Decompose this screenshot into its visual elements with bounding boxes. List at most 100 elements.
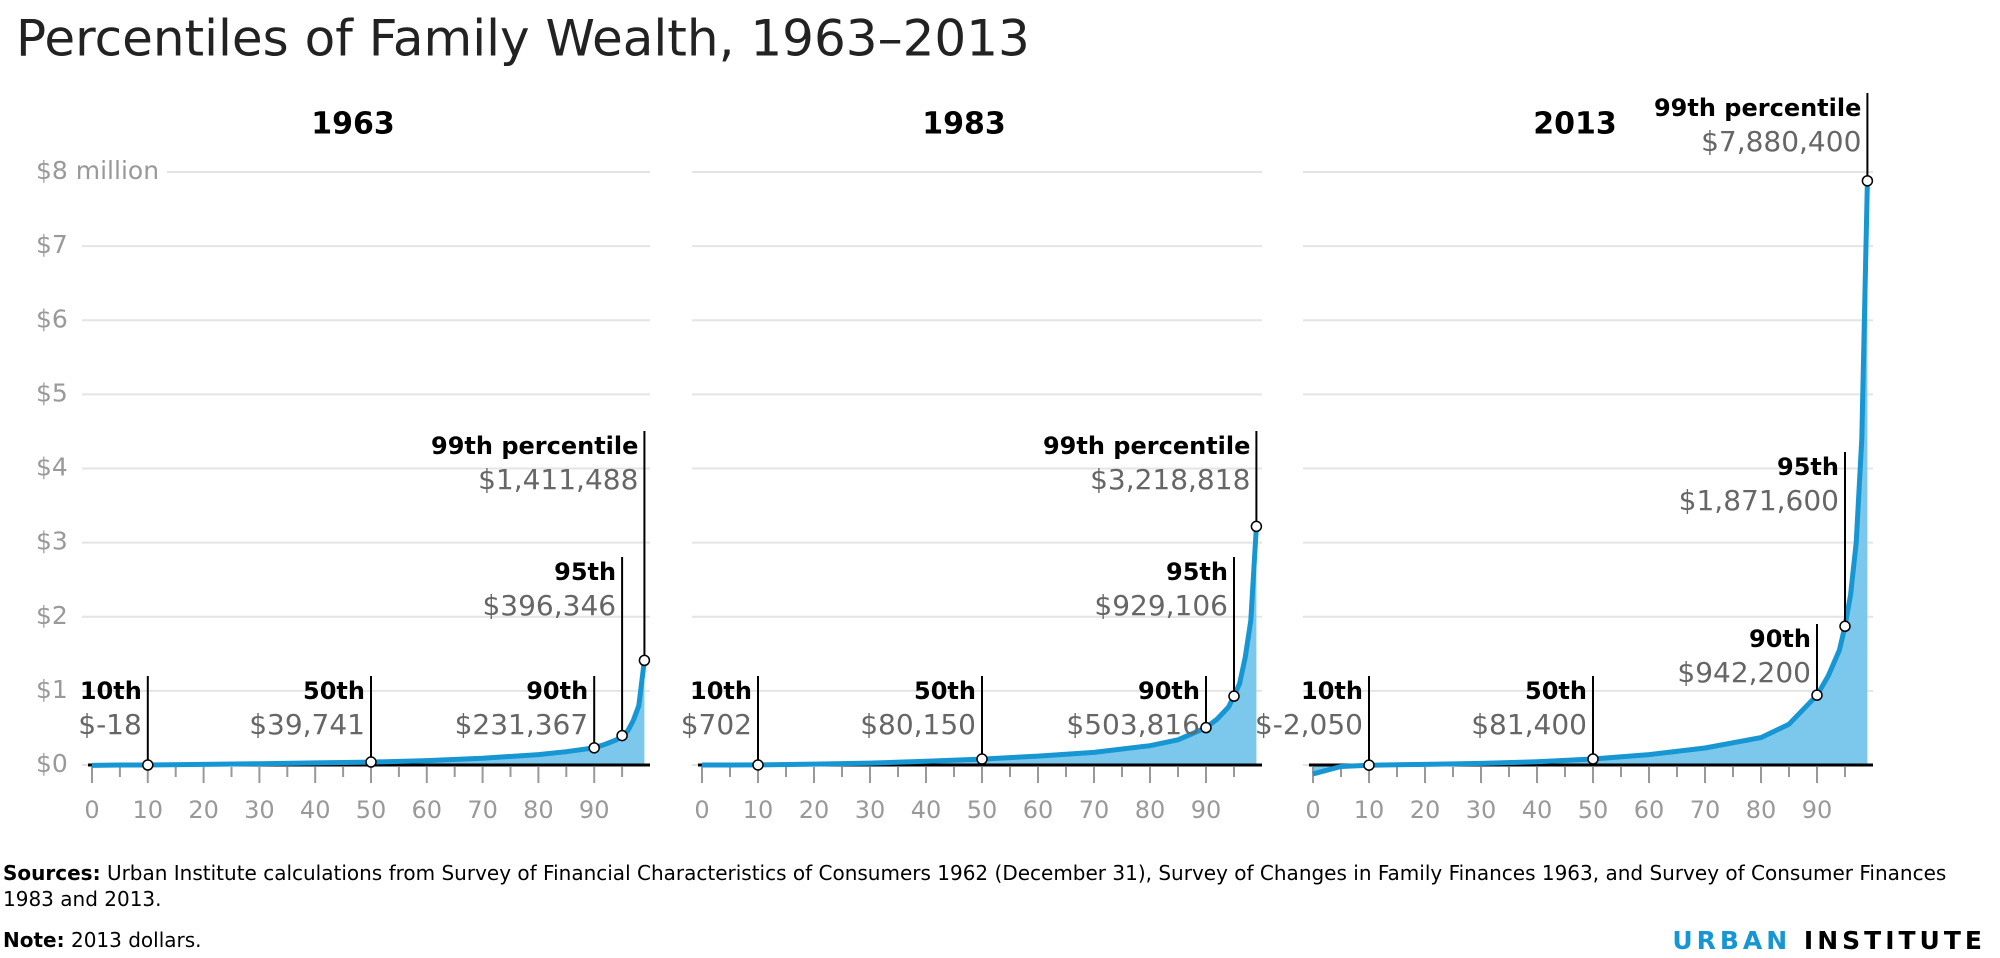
- point-label: 90th: [1749, 625, 1811, 653]
- y-tick-label: $4: [36, 453, 68, 482]
- y-tick-label: $0: [36, 749, 68, 778]
- value-label: $702: [681, 708, 752, 741]
- x-tick-label: 0: [694, 796, 709, 824]
- x-tick-label: 40: [300, 796, 331, 824]
- sources-label: Sources:: [3, 861, 101, 885]
- x-tick-label: 10: [133, 796, 164, 824]
- value-label: $81,400: [1471, 708, 1587, 741]
- point: [1228, 690, 1240, 702]
- x-tick-label: 70: [467, 796, 498, 824]
- point: [1200, 721, 1212, 734]
- x-tick-label: 80: [1746, 796, 1777, 824]
- note-text: 2013 dollars.: [70, 928, 202, 952]
- y-tick-label: $7: [36, 230, 68, 259]
- value-label: $80,150: [860, 708, 976, 741]
- x-tick-label: 40: [911, 796, 942, 824]
- point: [365, 756, 377, 768]
- point: [976, 753, 988, 765]
- x-tick-label: 10: [1354, 796, 1385, 824]
- x-tick-label: 30: [855, 796, 886, 824]
- point-label: 10th: [1301, 677, 1363, 705]
- x-tick-label: 90: [1191, 796, 1222, 824]
- x-tick-label: 80: [523, 796, 554, 824]
- point-label: 99th percentile: [431, 432, 638, 460]
- x-tick-label: 90: [579, 796, 610, 824]
- point: [1363, 759, 1375, 771]
- point-label: 95th: [1166, 558, 1228, 586]
- point-label: 50th: [1525, 677, 1587, 705]
- x-tick-label: 60: [1023, 796, 1054, 824]
- value-label: $1,411,488: [478, 463, 638, 496]
- point-label: 10th: [80, 677, 142, 705]
- value-label: $-2,050: [1255, 708, 1363, 741]
- point-label: 50th: [914, 677, 976, 705]
- point-label: 50th: [303, 677, 365, 705]
- value-label: $231,367: [455, 708, 589, 741]
- x-tick-label: 0: [84, 796, 99, 824]
- area: [1313, 180, 1868, 774]
- x-tick-label: 70: [1690, 796, 1721, 824]
- value-label: $503,816: [1066, 708, 1200, 741]
- point-label: 99th percentile: [1043, 432, 1250, 460]
- point: [638, 654, 651, 667]
- value-label: $7,880,400: [1701, 125, 1861, 158]
- point-label: 99th percentile: [1654, 94, 1861, 122]
- y-tick-label: $1: [36, 675, 68, 704]
- chart: Percentiles of Family Wealth, 1963–2013 …: [16, 10, 1874, 824]
- y-tick-label: $3: [36, 527, 68, 556]
- line: [1312, 180, 1870, 777]
- y-tick-label: $6: [36, 304, 68, 333]
- note: Note: 2013 dollars.: [3, 927, 202, 953]
- panel-title: 1963: [311, 107, 395, 142]
- point: [1811, 689, 1823, 701]
- x-tick-label: 30: [1466, 796, 1497, 824]
- x-tick-label: 50: [1578, 796, 1609, 824]
- x-tick-label: 40: [1522, 796, 1553, 824]
- area: [702, 526, 1257, 765]
- value-label: $39,741: [249, 708, 365, 741]
- point: [142, 759, 154, 771]
- point: [588, 742, 600, 754]
- x-tick-label: 20: [1410, 796, 1441, 824]
- point-label: 95th: [554, 558, 616, 586]
- x-tick-label: 0: [1305, 796, 1320, 824]
- point: [1250, 520, 1263, 533]
- value-label: $396,346: [482, 589, 616, 622]
- value-label: $929,106: [1094, 589, 1228, 622]
- point: [1839, 620, 1851, 633]
- value-label: $942,200: [1677, 656, 1811, 689]
- point-label: 10th: [690, 677, 752, 705]
- x-tick-label: 30: [244, 796, 275, 824]
- point: [616, 729, 628, 742]
- value-label: $1,871,600: [1679, 484, 1839, 517]
- note-label: Note:: [3, 928, 65, 952]
- x-tick-label: 50: [356, 796, 387, 824]
- brand-first: URBAN: [1672, 926, 1792, 955]
- brand: URBAN INSTITUTE: [1672, 926, 1986, 955]
- panel-title: 1983: [922, 107, 1006, 142]
- panel-title: 2013: [1533, 107, 1617, 142]
- value-label: $3,218,818: [1090, 463, 1250, 496]
- point-label: 95th: [1777, 453, 1839, 481]
- point: [1587, 753, 1599, 765]
- value-label: $-18: [78, 708, 142, 741]
- x-tick-label: 90: [1802, 796, 1833, 824]
- y-tick-label: $8 million: [36, 156, 159, 185]
- x-tick-label: 20: [799, 796, 830, 824]
- x-tick-label: 70: [1079, 796, 1110, 824]
- x-tick-label: 60: [1634, 796, 1665, 824]
- x-tick-label: 10: [743, 796, 774, 824]
- sources: Sources: Urban Institute calculations fr…: [3, 860, 1993, 912]
- point-label: 90th: [526, 677, 588, 705]
- line: [91, 660, 647, 768]
- point: [1861, 175, 1874, 187]
- x-tick-label: 50: [967, 796, 998, 824]
- y-tick-label: $2: [36, 601, 68, 630]
- point: [752, 759, 764, 771]
- x-tick-label: 60: [412, 796, 443, 824]
- sources-text: Urban Institute calculations from Survey…: [3, 861, 1947, 911]
- x-tick-label: 80: [1135, 796, 1166, 824]
- y-tick-label: $5: [36, 378, 68, 407]
- x-tick-label: 20: [188, 796, 219, 824]
